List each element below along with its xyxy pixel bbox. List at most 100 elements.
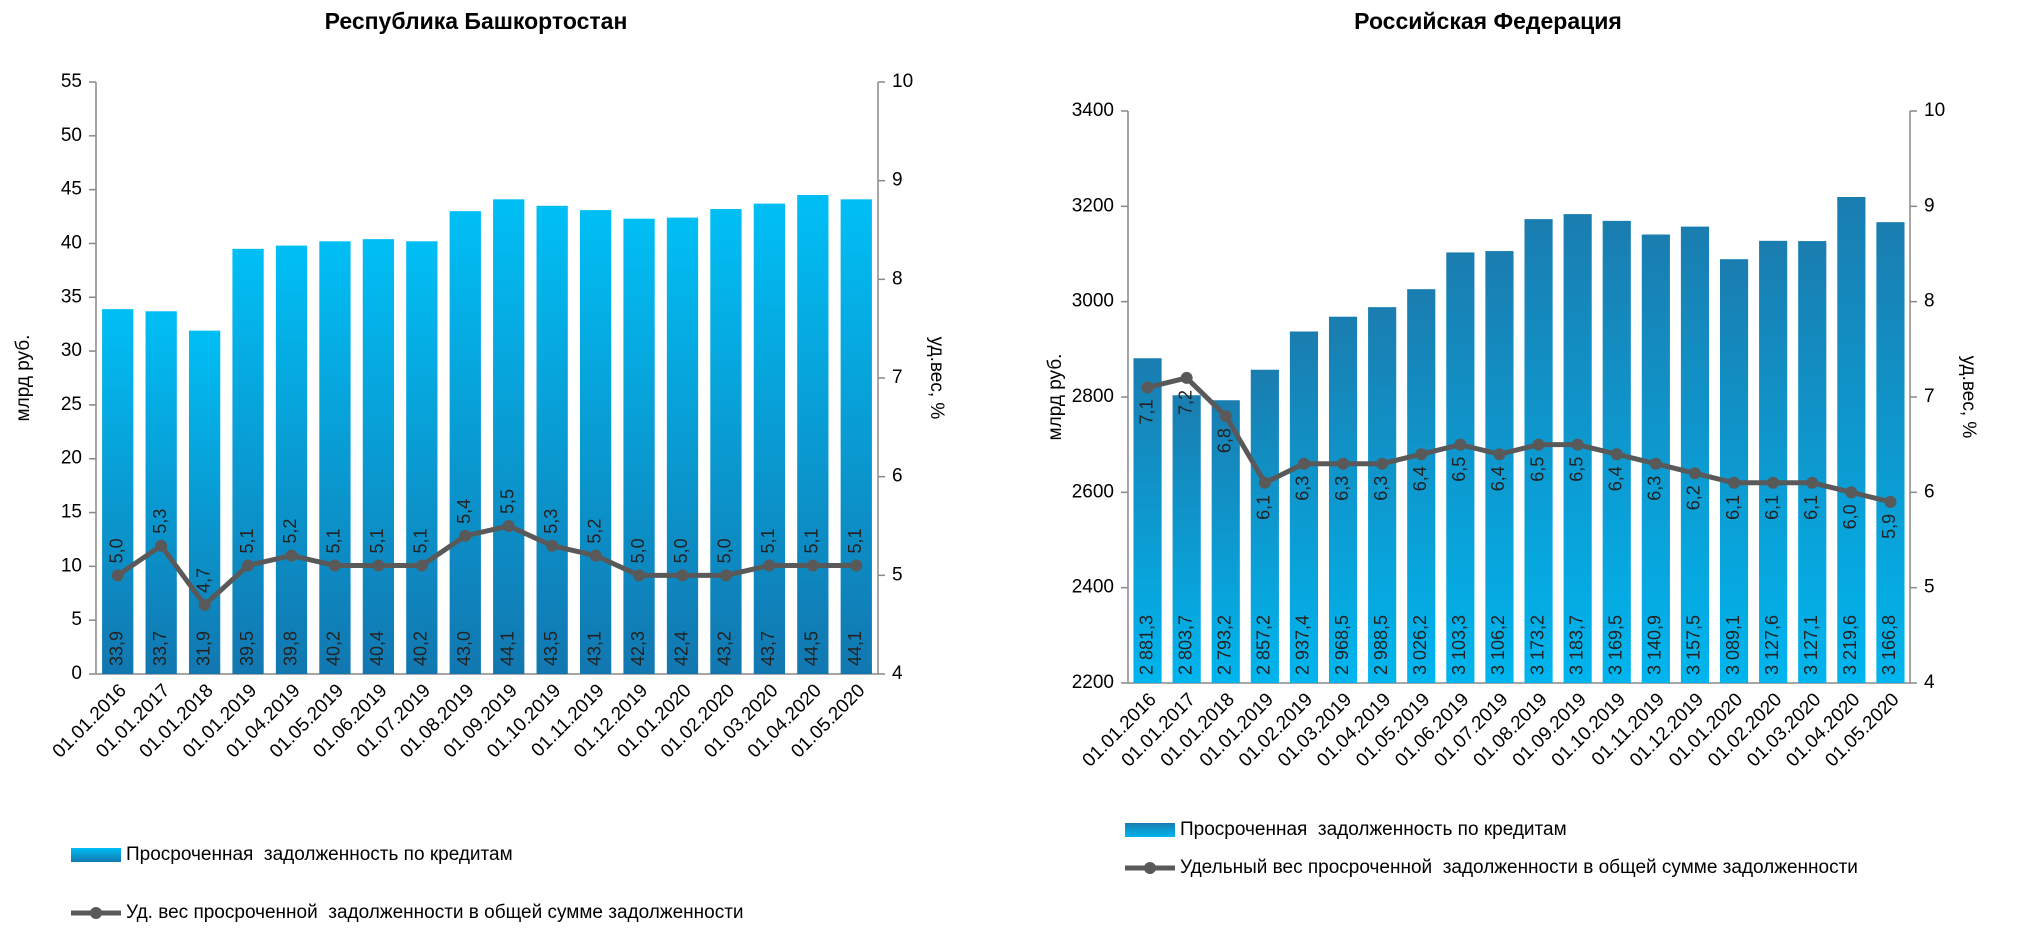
- bar: [449, 211, 481, 674]
- bar: [797, 195, 829, 674]
- y2-axis-label: уд.вес, %: [1958, 356, 1979, 439]
- line-value-label: 5,1: [367, 528, 387, 553]
- line-value-label: 6,3: [1293, 476, 1313, 501]
- bar: [1719, 259, 1749, 683]
- line-point: [1649, 457, 1662, 470]
- bar-value-label: 3 157,5: [1684, 615, 1704, 675]
- line-point: [633, 569, 646, 582]
- bar: [536, 205, 568, 675]
- legend-swatch: [1125, 823, 1175, 837]
- bar-value-label: 40,2: [411, 631, 431, 666]
- bar: [232, 248, 264, 674]
- bar-value-label: 3 026,2: [1410, 615, 1430, 675]
- line-value-label: 6,8: [1215, 428, 1235, 453]
- y-tick-label: 25: [61, 394, 82, 415]
- bar: [1837, 196, 1866, 683]
- line-point: [850, 559, 863, 572]
- line-value-label: 5,9: [1879, 514, 1899, 539]
- line-value-label: 6,3: [1332, 476, 1352, 501]
- bar: [406, 241, 438, 674]
- bar-value-label: 2 793,2: [1215, 615, 1235, 675]
- legend-swatch: [71, 848, 121, 862]
- bar-value-label: 3 173,2: [1527, 615, 1547, 675]
- y2-tick-label: 8: [892, 268, 903, 289]
- legend-marker: [1144, 862, 1156, 874]
- y-tick-label: 10: [61, 555, 82, 576]
- line-point: [285, 549, 298, 562]
- y2-tick-label: 9: [1924, 195, 1935, 216]
- line-value-label: 5,2: [584, 519, 604, 544]
- line-point: [1180, 371, 1193, 384]
- line-value-label: 6,3: [1371, 476, 1391, 501]
- bar-value-label: 2 881,3: [1136, 615, 1156, 675]
- bar: [1407, 289, 1436, 683]
- line-value-label: 4,7: [193, 568, 213, 593]
- y2-tick-label: 6: [1924, 481, 1935, 502]
- bar-value-label: 3 140,9: [1645, 615, 1665, 675]
- line-value-label: 5,0: [715, 538, 735, 563]
- line-point: [328, 559, 341, 572]
- line-value-label: 6,1: [1723, 495, 1743, 520]
- bar-value-label: 42,3: [628, 631, 648, 666]
- y-tick-label: 3000: [1072, 291, 1114, 312]
- line-value-label: 6,1: [1254, 495, 1274, 520]
- bar-value-label: 40,2: [324, 631, 344, 666]
- bar: [1289, 331, 1319, 683]
- bar-value-label: 3 169,5: [1606, 615, 1626, 675]
- line-value-label: 5,4: [454, 499, 474, 524]
- line-value-label: 6,2: [1684, 485, 1704, 510]
- bar-value-label: 3 089,1: [1723, 615, 1743, 675]
- bar: [102, 309, 134, 674]
- bar: [666, 217, 699, 674]
- bar: [1368, 307, 1397, 683]
- bar-value-label: 39,8: [280, 631, 300, 666]
- line-value-label: 5,1: [411, 528, 431, 553]
- legend-label: Просроченная задолженность по кредитам: [126, 844, 513, 865]
- bar: [319, 241, 351, 674]
- line: [1146, 375, 1892, 505]
- bar-value-label: 33,9: [106, 631, 126, 666]
- bar: [623, 218, 655, 674]
- y-axis-label: млрд руб.: [13, 335, 34, 422]
- line-point: [1610, 448, 1623, 461]
- line-value-label: 7,2: [1175, 390, 1195, 415]
- y-tick-label: 45: [61, 179, 82, 200]
- bar: [1798, 241, 1827, 683]
- y-tick-label: 55: [61, 71, 82, 92]
- bar-value-label: 3 127,1: [1801, 615, 1821, 675]
- y-tick-label: 35: [61, 286, 82, 307]
- line-point: [1258, 476, 1271, 489]
- line-value-label: 5,0: [106, 538, 126, 563]
- y2-tick-label: 6: [892, 466, 903, 487]
- y-axis-label: млрд руб.: [1045, 354, 1066, 441]
- bar: [493, 199, 525, 674]
- line-point: [1454, 438, 1467, 451]
- bar-value-label: 43,2: [715, 631, 735, 666]
- line-value-label: 6,3: [1645, 476, 1665, 501]
- legend-marker: [90, 907, 102, 919]
- bar-value-label: 43,7: [758, 631, 778, 666]
- line-value-label: 5,5: [497, 489, 517, 514]
- y-tick-label: 2800: [1072, 386, 1114, 407]
- bar-value-label: 3 183,7: [1566, 615, 1586, 675]
- y2-tick-label: 10: [892, 71, 913, 92]
- bar: [1133, 358, 1162, 683]
- line-point: [155, 539, 168, 552]
- bar-value-label: 43,0: [454, 631, 474, 666]
- y2-tick-label: 8: [1924, 291, 1935, 312]
- bar: [1172, 395, 1201, 683]
- bar-value-label: 3 103,3: [1449, 615, 1469, 675]
- line-point: [1845, 486, 1858, 499]
- legend-label: Просроченная задолженность по кредитам: [1180, 819, 1567, 840]
- bar-value-label: 44,5: [802, 631, 822, 666]
- bar: [1446, 252, 1475, 683]
- bar: [1876, 222, 1905, 683]
- bar-value-label: 3 166,8: [1879, 615, 1899, 675]
- y-tick-label: 30: [61, 340, 82, 361]
- line-point: [1141, 381, 1154, 394]
- y-tick-label: 15: [61, 502, 82, 523]
- line-value-label: 7,1: [1136, 399, 1156, 424]
- bar-value-label: 2 988,5: [1371, 615, 1391, 675]
- line-value-label: 5,1: [237, 528, 257, 553]
